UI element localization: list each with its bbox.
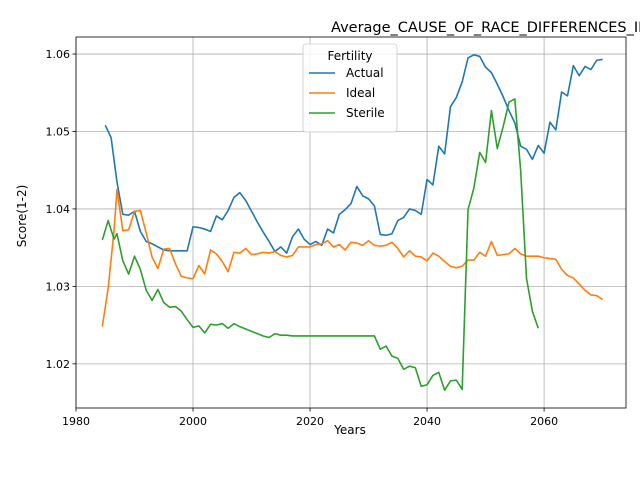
series-line-actual <box>104 54 603 254</box>
legend-frame <box>302 43 398 133</box>
x-axis-label: Years <box>333 423 366 437</box>
series-layer <box>101 54 604 391</box>
series-line-sterile <box>101 98 539 391</box>
y-tick-label: 1.06 <box>46 48 71 61</box>
x-tick-label: 2020 <box>296 415 324 428</box>
legend-label-ideal: Ideal <box>346 86 375 100</box>
y-tick-label: 1.04 <box>46 203 71 216</box>
x-tick-label: 1980 <box>62 415 90 428</box>
y-axis-label: Score(1-2) <box>15 185 29 248</box>
y-tick-label: 1.03 <box>46 280 71 293</box>
plot-frame <box>75 36 627 409</box>
legend-label-sterile: Sterile <box>346 106 385 120</box>
legend-label-actual: Actual <box>346 66 384 80</box>
x-tick-label: 2040 <box>413 415 441 428</box>
y-tick-label: 1.05 <box>46 125 71 138</box>
x-tick-label: 2000 <box>179 415 207 428</box>
x-tick-label: 2060 <box>530 415 558 428</box>
legend-title: Fertility <box>327 49 372 63</box>
series-line-ideal <box>101 188 604 327</box>
legend: Fertility Actual Ideal Sterile <box>302 43 398 133</box>
y-tick-label: 1.02 <box>46 358 71 371</box>
chart-title: Average_CAUSE_OF_RACE_DIFFERENCES_INBORN… <box>331 20 640 36</box>
tick-layer: 1980 2000 2020 2040 2060 1.02 1.03 1.04 1.05 1.06 <box>46 48 559 428</box>
legend-entries: Actual Ideal Sterile <box>309 66 385 120</box>
